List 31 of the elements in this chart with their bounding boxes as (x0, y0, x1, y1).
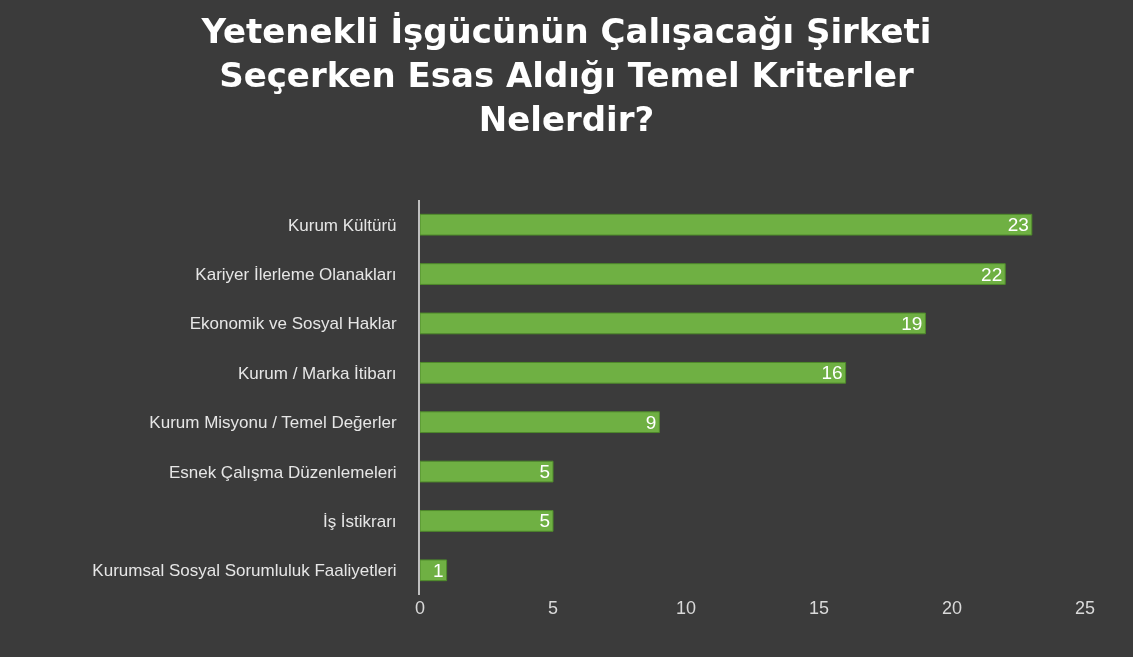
data-label: 9 (645, 411, 657, 433)
y-tick-label: Kurum / Marka İtibarı (237, 363, 397, 383)
data-label: 22 (981, 263, 1003, 285)
x-tick-label: 20 (941, 598, 963, 618)
y-tick-label: Kurum Kültürü (287, 215, 397, 235)
bar (420, 361, 847, 384)
bar (420, 263, 1006, 285)
chart-title: Yetenekli İşgücünün Çalışacağı Şirketi Seçerken Esas Aldığı Temel Kriterler Nelerdir? (200, 10, 932, 140)
bar (420, 213, 1033, 236)
y-tick-label: Kariyer İlerleme Olanakları (195, 265, 397, 285)
data-label: 1 (433, 559, 444, 581)
y-tick-label: Ekonomik ve Sosyal Haklar (189, 314, 397, 334)
x-tick-label: 10 (675, 598, 697, 618)
y-tick-label: Kurumsal Sosyal Sorumluluk Faaliyetleri (92, 561, 397, 581)
y-tick-label: Kurum Misyonu / Temel Değerler (149, 413, 397, 433)
bar (420, 312, 926, 335)
bar (420, 460, 554, 483)
bar (420, 411, 660, 434)
data-label: 16 (821, 362, 843, 384)
bar (420, 510, 554, 532)
y-tick-label: Esnek Çalışma Düzenlemeleri (168, 462, 397, 482)
y-tick-label: İş İstikrarı (322, 511, 397, 531)
data-label: 23 (1007, 214, 1029, 236)
data-label: 5 (539, 510, 550, 532)
bar (420, 559, 448, 582)
x-tick-label: 25 (1074, 598, 1096, 618)
data-label: 19 (901, 312, 923, 334)
x-tick-label: 5 (547, 598, 559, 618)
data-label: 5 (539, 461, 550, 483)
x-tick-label: 15 (808, 598, 830, 618)
x-tick-label: 0 (414, 598, 426, 618)
